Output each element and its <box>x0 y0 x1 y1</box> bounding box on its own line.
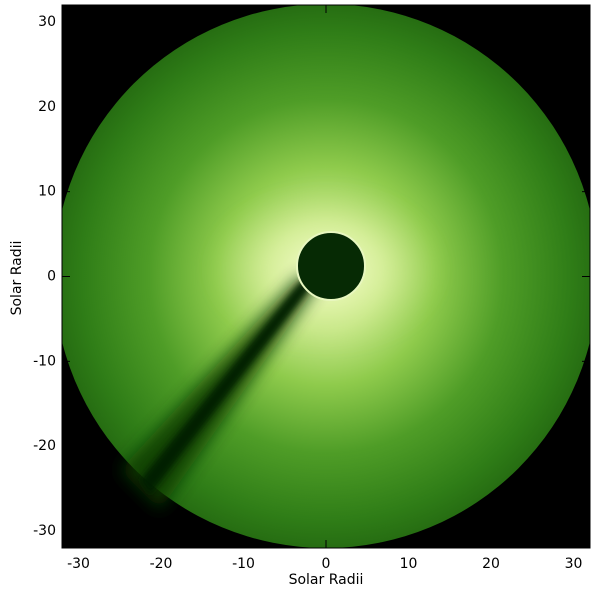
y-axis-label: Solar Radii <box>9 241 25 316</box>
x-tick-label: 20 <box>482 556 500 572</box>
x-tick-label: -30 <box>67 556 90 572</box>
y-tick-label: 10 <box>38 184 56 200</box>
y-tick-label: -20 <box>33 438 56 454</box>
coronagraph-image <box>54 4 591 548</box>
y-tick-label: -30 <box>33 523 56 539</box>
y-tick-label: 30 <box>38 14 56 30</box>
x-tick-label: -20 <box>150 556 173 572</box>
y-tick-label: -10 <box>33 353 56 369</box>
y-tick-label: 0 <box>47 269 56 285</box>
x-tick-label: 0 <box>322 556 331 572</box>
x-tick-label: 30 <box>565 556 583 572</box>
y-tick-label: 20 <box>38 99 56 115</box>
x-axis-label: Solar Radii <box>289 572 364 588</box>
chart: Solar Radii Solar Radii -30 -20 -10 0 10 20 30… <box>0 0 591 589</box>
x-tick-label: 10 <box>400 556 418 572</box>
x-tick-label: -10 <box>232 556 255 572</box>
